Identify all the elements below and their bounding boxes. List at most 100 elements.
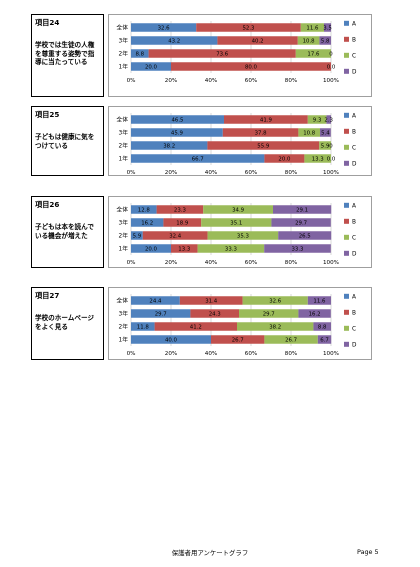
data-label: 41.9 — [260, 118, 273, 124]
bar-segment — [131, 23, 197, 32]
legend-swatch — [344, 309, 349, 315]
item-26-box: 項目26 子どもは本を読んでいる機会が増えた — [31, 196, 104, 268]
bar-segment — [131, 115, 224, 124]
bar-segment — [224, 115, 308, 124]
x-tick-label: 100% — [323, 78, 339, 84]
data-label: 10.8 — [303, 131, 316, 137]
bar-segment — [304, 154, 331, 163]
data-label: 2.3 — [324, 118, 333, 124]
bar-segment — [298, 309, 331, 318]
bar-segment — [298, 128, 320, 137]
bar-segment — [196, 23, 301, 32]
bar-segment — [142, 231, 208, 240]
legend-swatch — [344, 36, 349, 42]
x-tick-label: 40% — [205, 170, 217, 176]
bar-segment — [319, 141, 331, 150]
legend-swatch — [344, 68, 349, 74]
bar-segment — [264, 244, 331, 253]
data-label: 9.3 — [313, 118, 322, 124]
item-27-chart: 0% 20% 40% 60% 80% 100% 全体 24.4 31.4 32.6 11.6 3年 29… — [108, 287, 372, 360]
item-25-chart: 0% 20% 40% 60% 80% 100% 全体 46.5 41.9 9.3 2.3 3年 45.9… — [108, 106, 372, 176]
bar-segment — [131, 231, 143, 240]
data-label: 35.3 — [237, 234, 249, 240]
legend-swatch — [344, 234, 349, 240]
data-label: 45.9 — [171, 131, 184, 137]
item-24-chart: 0% 20% 40% 60% 80% 100% 全体 32.6 52.3 11.6 3.5 3年 43.… — [108, 14, 372, 97]
bar-segment — [131, 154, 265, 163]
legend-swatch — [344, 325, 349, 331]
data-label: 26.7 — [232, 338, 244, 344]
x-tick-label: 80% — [285, 170, 297, 176]
bar-segment — [317, 335, 332, 344]
bar-segment — [222, 128, 299, 137]
category-label: 3年 — [119, 37, 129, 45]
bar-segment — [320, 128, 331, 137]
data-label: 29.1 — [296, 208, 308, 214]
bar-segment — [207, 141, 320, 150]
x-tick-label: 80% — [285, 351, 297, 357]
data-label: 55.9 — [257, 144, 270, 150]
data-label: 10.8 — [303, 39, 316, 45]
legend-swatch — [344, 112, 349, 118]
x-tick-label: 40% — [205, 260, 217, 266]
x-tick-label: 80% — [285, 78, 297, 84]
legend-label: B — [352, 220, 356, 226]
data-label: 12.8 — [138, 208, 151, 214]
data-label: 5.9 — [133, 234, 142, 240]
legend-swatch — [344, 128, 349, 134]
legend-swatch — [344, 52, 349, 58]
legend-label: B — [352, 38, 356, 44]
bar-segment — [237, 322, 314, 331]
legend-label: C — [352, 327, 356, 333]
bar-segment — [131, 141, 208, 150]
data-label: 26.5 — [299, 234, 311, 240]
x-tick-label: 60% — [245, 78, 257, 84]
category-label: 2年 — [119, 323, 129, 331]
bar-segment — [297, 36, 320, 45]
data-label: 33.3 — [225, 247, 237, 253]
legend-label: A — [352, 295, 356, 301]
legend-label: A — [352, 114, 356, 120]
bar-segment — [131, 49, 149, 58]
category-label: 3年 — [119, 310, 129, 318]
bar-segment — [154, 322, 237, 331]
data-label: 34.9 — [232, 208, 245, 214]
legend-label: D — [352, 252, 357, 258]
bar-segment — [319, 36, 331, 45]
data-label: 0.0 — [327, 65, 336, 71]
data-label: 20.0 — [145, 247, 158, 253]
legend-label: A — [352, 204, 356, 210]
data-label: 24.3 — [209, 312, 221, 318]
item-26-chart: 0% 20% 40% 60% 80% 100% 全体 12.8 23.3 34.9 29.1 3年 16… — [108, 196, 372, 268]
bar-segment — [131, 296, 180, 305]
category-label: 1年 — [119, 245, 129, 253]
data-label: 5.9 — [321, 144, 330, 150]
data-label: 40.2 — [252, 39, 264, 45]
data-label: 0.0 — [327, 157, 336, 163]
item-27-text: 学校のホームページをよく見る — [35, 314, 95, 331]
bar-segment — [307, 296, 331, 305]
bar-segment — [131, 322, 155, 331]
data-label: 29.7 — [263, 312, 275, 318]
bar-segment — [313, 322, 331, 331]
legend-label: C — [352, 54, 356, 60]
data-label: 17.6 — [307, 52, 320, 58]
bar-segment — [211, 335, 265, 344]
data-label: 37.8 — [255, 131, 268, 137]
data-label: 43.2 — [168, 39, 180, 45]
data-label: 16.2 — [309, 312, 321, 318]
data-label: 13.3 — [312, 157, 324, 163]
data-label: 11.8 — [137, 325, 150, 331]
bar-segment — [131, 244, 171, 253]
bar-segment — [131, 205, 157, 214]
category-label: 2年 — [119, 50, 129, 58]
bar-segment — [148, 49, 296, 58]
item-24-title: 項目24 — [35, 18, 60, 27]
bar-segment — [324, 23, 331, 32]
bar-segment — [207, 231, 279, 240]
legend-swatch — [344, 341, 349, 347]
bar-segment — [271, 218, 331, 227]
legend-swatch — [344, 144, 349, 150]
footer-page-number: Page 5 — [357, 548, 379, 556]
bar-segment — [131, 335, 211, 344]
